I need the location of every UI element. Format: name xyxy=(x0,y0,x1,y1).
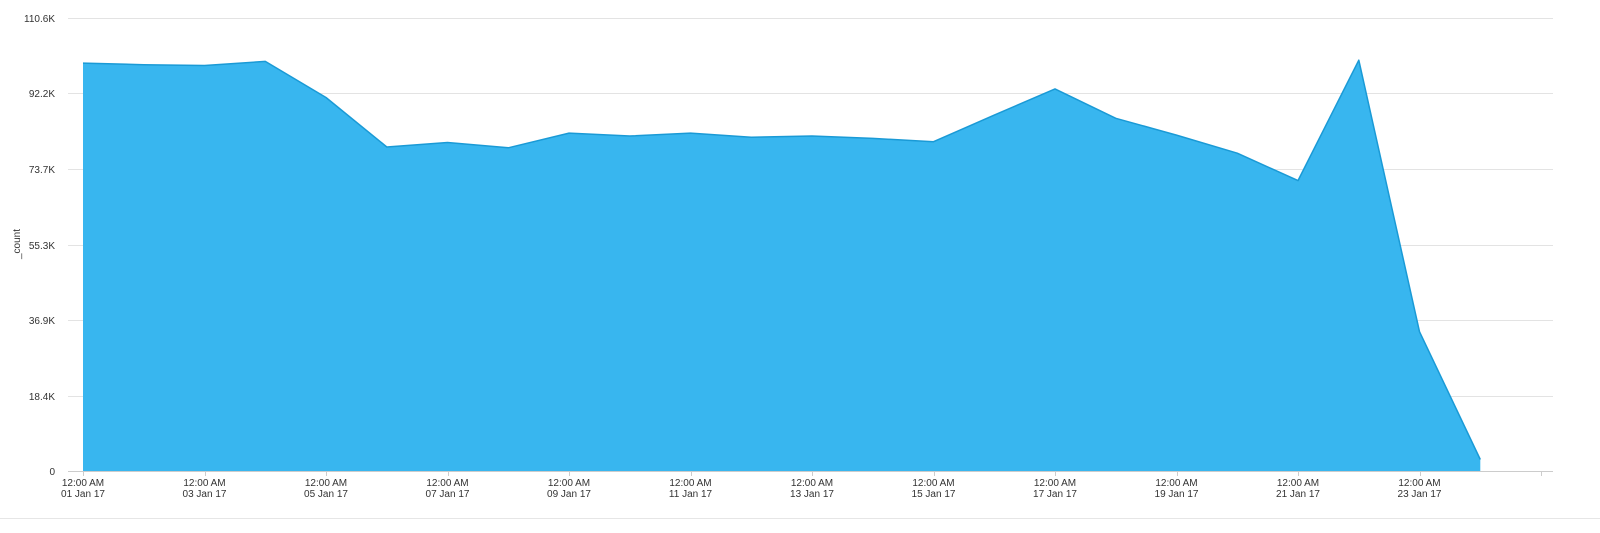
y-tick-label: 36.9K xyxy=(29,316,55,327)
x-tick-time: 12:00 AM xyxy=(305,478,347,489)
x-tick-label: 17 Jan 17 xyxy=(1033,489,1077,500)
x-tick-time: 12:00 AM xyxy=(426,478,468,489)
x-tick-label: 21 Jan 17 xyxy=(1276,489,1320,500)
y-axis-title: _count xyxy=(12,229,23,260)
y-tick-label: 73.7K xyxy=(29,165,55,176)
x-tick-time: 12:00 AM xyxy=(791,478,833,489)
x-tick-label: 01 Jan 17 xyxy=(61,489,105,500)
x-tick-time: 12:00 AM xyxy=(1398,478,1440,489)
y-tick-label: 0 xyxy=(49,467,55,478)
y-tick-label: 92.2K xyxy=(29,89,55,100)
x-tick-time: 12:00 AM xyxy=(1277,478,1319,489)
x-tick-label: 09 Jan 17 xyxy=(547,489,591,500)
x-tick-label: 05 Jan 17 xyxy=(304,489,348,500)
x-tick-label: 03 Jan 17 xyxy=(183,489,227,500)
x-tick-time: 12:00 AM xyxy=(1034,478,1076,489)
y-tick-label: 110.6K xyxy=(24,14,55,25)
x-tick-time: 12:00 AM xyxy=(548,478,590,489)
x-tick-label: 15 Jan 17 xyxy=(912,489,956,500)
x-tick-time: 12:00 AM xyxy=(62,478,104,489)
axes: 0 18.4K 36.9K 55.3K 73.7K 92.2K 110.6K 12:00 AM… xyxy=(24,14,1553,500)
x-tick-label: 23 Jan 17 xyxy=(1398,489,1442,500)
series-line xyxy=(82,59,1481,460)
area-fill xyxy=(83,60,1481,471)
x-tick-time: 12:00 AM xyxy=(912,478,954,489)
x-tick-label: 19 Jan 17 xyxy=(1155,489,1199,500)
x-tick-time: 12:00 AM xyxy=(1155,478,1197,489)
chart-bottom-border xyxy=(0,518,1600,519)
x-tick-label: 13 Jan 17 xyxy=(790,489,834,500)
y-tick-label: 18.4K xyxy=(29,392,55,403)
series-area xyxy=(82,59,1481,471)
x-tick-time: 12:00 AM xyxy=(669,478,711,489)
x-tick-label: 07 Jan 17 xyxy=(426,489,470,500)
x-tick-time: 12:00 AM xyxy=(183,478,225,489)
y-tick-label: 55.3K xyxy=(29,241,55,252)
x-tick-label: 11 Jan 17 xyxy=(669,489,713,500)
